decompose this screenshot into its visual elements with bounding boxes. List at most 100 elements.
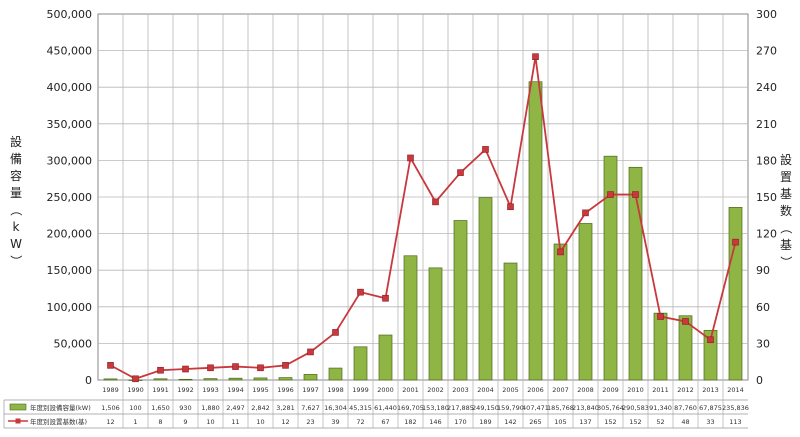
line-data-label: 10 bbox=[206, 418, 214, 426]
line-data-label: 146 bbox=[429, 418, 441, 426]
y2-tick-label: 90 bbox=[756, 264, 770, 277]
line-data-label: 8 bbox=[158, 418, 162, 426]
bar bbox=[378, 334, 393, 381]
y2-axis-title-char: （ bbox=[779, 222, 793, 234]
y2-tick-label: 0 bbox=[756, 374, 763, 387]
x-tick-label: 2013 bbox=[702, 386, 719, 394]
y2-tick-label: 210 bbox=[756, 118, 777, 131]
y2-axis-title-char: 設 bbox=[780, 152, 792, 167]
bar-data-label: 1,506 bbox=[101, 404, 120, 412]
line-point bbox=[682, 318, 689, 325]
y-axis-title-char: ） bbox=[9, 255, 23, 267]
y-tick-label: 250,000 bbox=[47, 191, 93, 204]
line-point bbox=[207, 364, 214, 372]
line-data-label: 11 bbox=[231, 418, 239, 426]
line-point bbox=[132, 375, 139, 383]
line-data-label: 182 bbox=[404, 418, 416, 426]
bar-data-label: 249,150 bbox=[472, 404, 499, 412]
legend-line-label: 年度別設置基数(基) bbox=[30, 417, 87, 426]
y2-axis-title: 設置基数（基） bbox=[779, 152, 793, 268]
x-tick-label: 1995 bbox=[252, 386, 269, 394]
bar bbox=[678, 315, 693, 381]
legend-bar-label: 年度別設備容量(kW) bbox=[30, 403, 91, 412]
y-tick-label: 450,000 bbox=[47, 45, 93, 58]
x-tick-label: 2014 bbox=[727, 386, 744, 394]
x-tick-label: 1994 bbox=[227, 386, 244, 394]
bar bbox=[203, 378, 218, 381]
line-data-label: 142 bbox=[504, 418, 516, 426]
bar bbox=[653, 312, 668, 381]
line-point bbox=[232, 363, 239, 370]
line-data-label: 113 bbox=[729, 418, 741, 426]
bar bbox=[628, 166, 643, 381]
bar bbox=[428, 267, 443, 381]
line-point bbox=[307, 348, 314, 356]
line-data-label: 39 bbox=[331, 418, 339, 426]
line-data-label: 137 bbox=[579, 418, 591, 426]
x-tick-label: 1998 bbox=[327, 386, 344, 394]
bar-data-label: 2,497 bbox=[226, 404, 245, 412]
x-tick-label: 2009 bbox=[602, 386, 619, 394]
line-point bbox=[107, 362, 114, 369]
line-point bbox=[582, 209, 589, 217]
line-data-label: 72 bbox=[356, 418, 364, 426]
x-tick-label: 2004 bbox=[477, 386, 494, 394]
bar-data-label: 100 bbox=[129, 404, 141, 412]
bar-data-label: 185,768 bbox=[547, 404, 574, 412]
x-tick-label: 1996 bbox=[277, 386, 294, 394]
bar-data-label: 217,885 bbox=[447, 404, 474, 412]
y-tick-label: 150,000 bbox=[47, 264, 93, 277]
bar bbox=[278, 377, 293, 381]
y2-tick-label: 120 bbox=[756, 228, 777, 241]
x-tick-label: 2005 bbox=[502, 386, 519, 394]
x-tick-label: 2000 bbox=[377, 386, 394, 394]
line-point bbox=[632, 191, 639, 198]
y-tick-label: 300,000 bbox=[47, 154, 93, 167]
y2-tick-label: 180 bbox=[756, 154, 777, 167]
x-tick-label: 1990 bbox=[127, 386, 144, 394]
count-line bbox=[110, 56, 737, 380]
x-tick-label: 2011 bbox=[652, 386, 669, 394]
y2-axis-title-char: ） bbox=[779, 256, 793, 268]
x-tick-label: 1999 bbox=[352, 386, 369, 394]
bar-data-label: 930 bbox=[179, 404, 191, 412]
line-data-label: 23 bbox=[306, 418, 314, 426]
line-point bbox=[357, 288, 364, 296]
bar-data-label: 169,705 bbox=[397, 404, 424, 412]
bar bbox=[453, 220, 468, 381]
x-tick-label: 2007 bbox=[552, 386, 569, 394]
y-tick-label: 500,000 bbox=[47, 8, 93, 21]
line-point bbox=[382, 294, 389, 302]
line-data-label: 33 bbox=[706, 418, 714, 426]
y2-axis-title-char: 数 bbox=[780, 203, 792, 218]
line-data-label: 67 bbox=[381, 418, 389, 426]
y2-tick-label: 150 bbox=[756, 191, 777, 204]
bar-data-label: 159,790 bbox=[497, 404, 524, 412]
y-axis-title-char: 設 bbox=[10, 134, 22, 149]
bar bbox=[553, 243, 568, 381]
y-axis-title-char: k bbox=[13, 220, 20, 234]
bar bbox=[103, 378, 118, 381]
line-data-label: 152 bbox=[629, 418, 641, 426]
y-tick-label: 100,000 bbox=[47, 301, 93, 314]
bar bbox=[728, 207, 743, 381]
bar-data-label: 45,315 bbox=[349, 404, 372, 412]
x-tick-label: 2002 bbox=[427, 386, 444, 394]
x-tick-label: 2012 bbox=[677, 386, 694, 394]
line-point bbox=[157, 366, 164, 374]
line-point bbox=[457, 169, 464, 176]
bar bbox=[228, 377, 243, 381]
bar bbox=[578, 223, 593, 381]
bar bbox=[178, 378, 193, 381]
bar bbox=[478, 197, 493, 381]
bar-data-label: 407,471 bbox=[522, 404, 549, 412]
bar bbox=[503, 262, 518, 381]
line-data-label: 189 bbox=[479, 418, 491, 426]
x-tick-label: 2001 bbox=[402, 386, 419, 394]
legend-bar-swatch bbox=[9, 403, 27, 411]
x-tick-label: 2008 bbox=[577, 386, 594, 394]
bar-data-label: 153,180 bbox=[422, 404, 449, 412]
bar-data-label: 1,650 bbox=[151, 404, 170, 412]
y-axis-title-char: （ bbox=[9, 204, 23, 216]
